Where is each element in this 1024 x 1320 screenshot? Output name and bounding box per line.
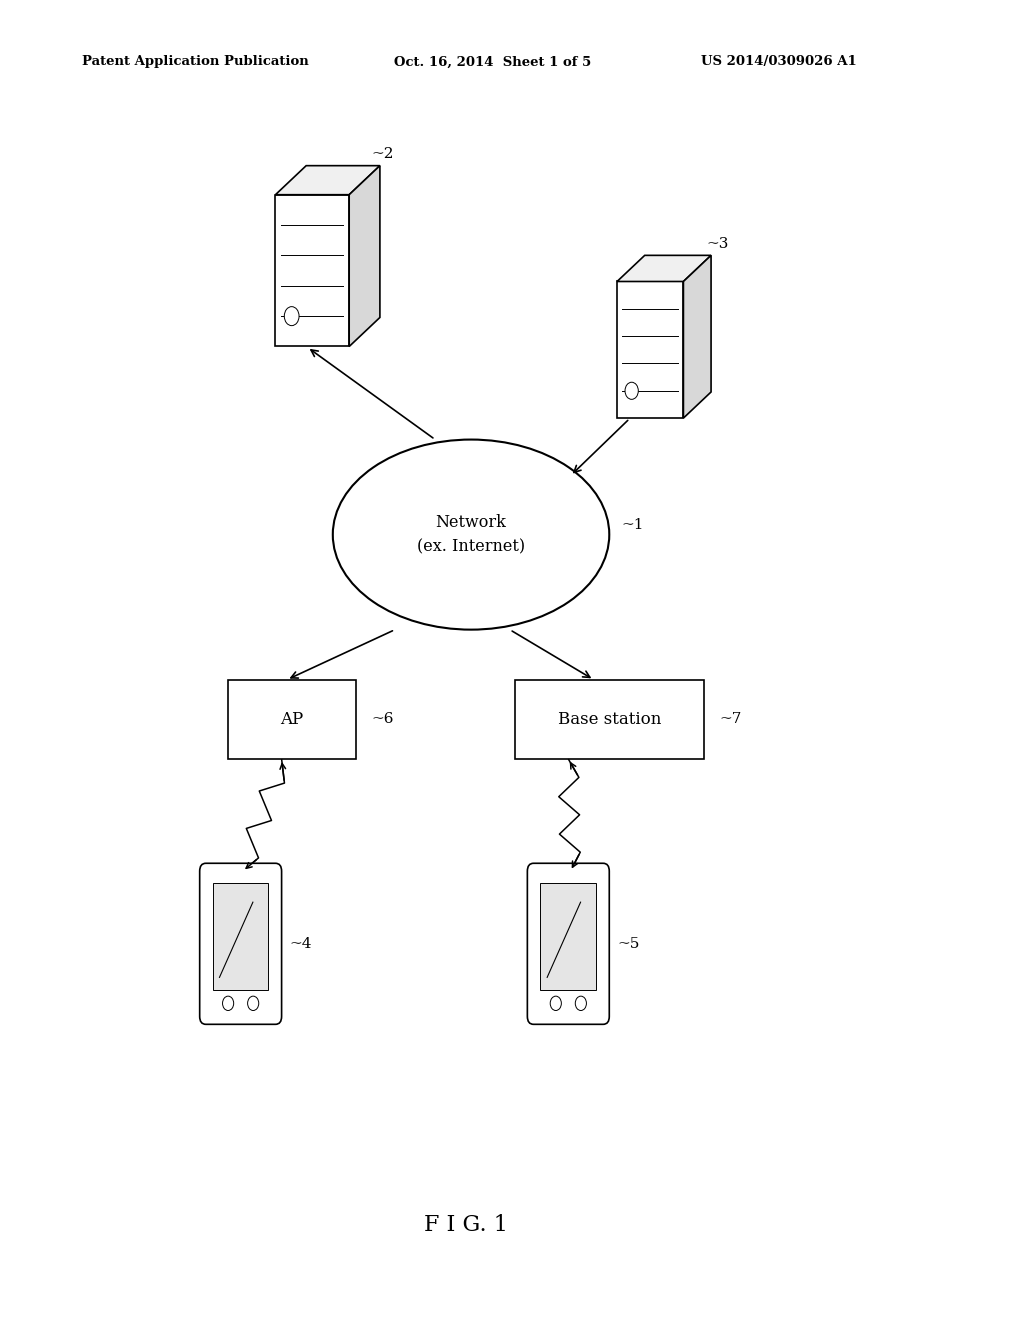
Polygon shape (275, 165, 380, 195)
Polygon shape (213, 883, 268, 990)
Circle shape (222, 997, 233, 1011)
Text: ~7: ~7 (719, 713, 741, 726)
Circle shape (248, 997, 259, 1011)
Text: ~1: ~1 (622, 517, 644, 532)
Circle shape (285, 306, 299, 326)
Polygon shape (683, 255, 711, 418)
Text: Oct. 16, 2014  Sheet 1 of 5: Oct. 16, 2014 Sheet 1 of 5 (394, 55, 592, 69)
Polygon shape (227, 680, 356, 759)
Polygon shape (349, 165, 380, 346)
Polygon shape (275, 195, 349, 346)
Polygon shape (541, 883, 596, 990)
Text: ~2: ~2 (372, 148, 394, 161)
Circle shape (575, 997, 587, 1011)
Text: ~5: ~5 (617, 937, 640, 950)
Text: ~3: ~3 (707, 238, 729, 251)
Text: US 2014/0309026 A1: US 2014/0309026 A1 (701, 55, 857, 69)
FancyBboxPatch shape (527, 863, 609, 1024)
Text: ~6: ~6 (371, 713, 393, 726)
FancyBboxPatch shape (200, 863, 282, 1024)
Text: Patent Application Publication: Patent Application Publication (82, 55, 308, 69)
Polygon shape (514, 680, 705, 759)
Text: Base station: Base station (558, 711, 660, 727)
Polygon shape (617, 281, 683, 418)
Text: AP: AP (281, 711, 303, 727)
Circle shape (550, 997, 561, 1011)
Circle shape (625, 383, 638, 400)
Polygon shape (617, 255, 711, 281)
Text: F I G. 1: F I G. 1 (424, 1214, 508, 1236)
Ellipse shape (333, 440, 609, 630)
Text: Network
(ex. Internet): Network (ex. Internet) (417, 513, 525, 556)
Text: ~4: ~4 (290, 937, 312, 950)
